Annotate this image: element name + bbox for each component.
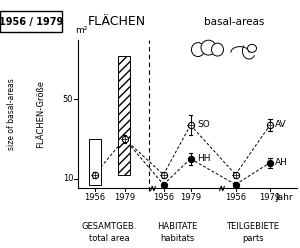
Ellipse shape — [248, 44, 256, 52]
Text: AH: AH — [274, 158, 287, 167]
Text: 1979: 1979 — [260, 193, 280, 202]
Text: 10: 10 — [63, 174, 73, 183]
Text: 1956 / 1979: 1956 / 1979 — [0, 17, 63, 27]
Text: 1956: 1956 — [84, 193, 105, 202]
Text: Jahr: Jahr — [275, 193, 293, 202]
Text: GESAMTGEB.: GESAMTGEB. — [82, 222, 137, 231]
Text: total area: total area — [89, 234, 130, 243]
Text: basal-areas: basal-areas — [204, 17, 264, 27]
Bar — [88, 139, 101, 185]
Text: 1979: 1979 — [114, 193, 135, 202]
Text: 1956: 1956 — [225, 193, 246, 202]
FancyBboxPatch shape — [0, 11, 61, 32]
Text: FLÄCHEN: FLÄCHEN — [88, 15, 146, 28]
Text: habitats: habitats — [160, 234, 194, 243]
Text: 50: 50 — [63, 95, 73, 104]
Ellipse shape — [201, 40, 216, 55]
Ellipse shape — [212, 43, 224, 56]
Text: FLÄCHEN-Größe: FLÄCHEN-Größe — [36, 80, 45, 148]
Text: HH: HH — [197, 154, 211, 163]
Text: m²: m² — [75, 26, 87, 35]
Bar — [118, 56, 130, 175]
Text: 1956: 1956 — [153, 193, 174, 202]
Text: HABITATE: HABITATE — [157, 222, 197, 231]
Ellipse shape — [191, 43, 205, 57]
Text: 1979: 1979 — [180, 193, 201, 202]
Text: SO: SO — [197, 121, 210, 129]
Text: AV: AV — [274, 121, 286, 129]
Text: TEILGEBIETE: TEILGEBIETE — [226, 222, 279, 231]
Text: parts: parts — [242, 234, 264, 243]
Text: size of basal-areas: size of basal-areas — [8, 78, 16, 150]
